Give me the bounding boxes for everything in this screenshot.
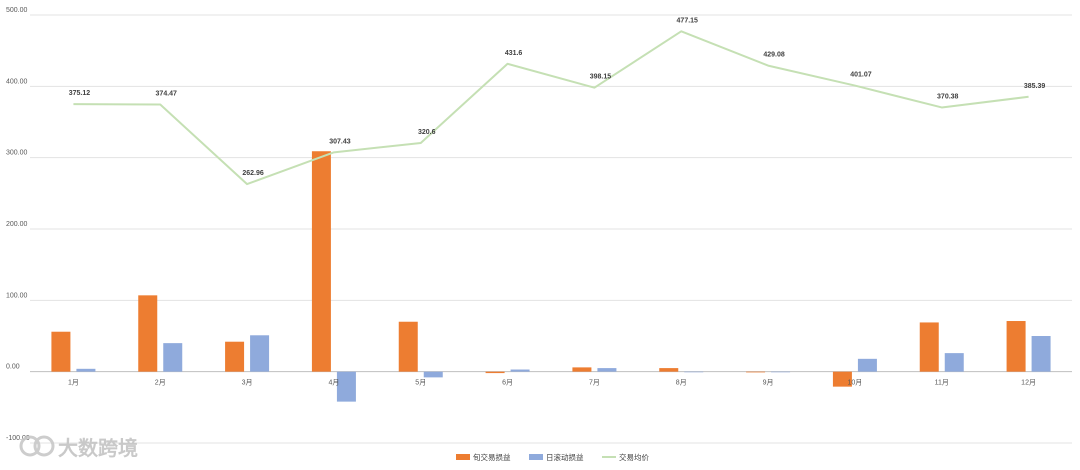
bar <box>398 321 418 372</box>
price-line: 375.12 374.47 262.96 307.43 320.6 431.6 398.15… <box>69 17 1046 186</box>
y-tick-label: 0.00 <box>6 364 20 371</box>
data-label: 375.12 <box>69 90 91 97</box>
y-tick-label: 400.00 <box>6 78 28 85</box>
x-tick-label: 12月 <box>1021 379 1036 387</box>
x-tick-label: 10月 <box>848 379 863 387</box>
bar <box>76 368 96 372</box>
x-tick-label: 6月 <box>502 379 513 387</box>
data-label: 477.15 <box>677 17 699 24</box>
bar <box>336 371 356 402</box>
x-tick-label: 9月 <box>763 379 774 387</box>
bar <box>597 368 617 372</box>
data-label: 385.39 <box>1024 83 1046 90</box>
series-line <box>73 30 1029 186</box>
bar <box>510 369 530 372</box>
data-label: 307.43 <box>329 138 351 145</box>
bar <box>423 371 443 378</box>
watermark-text: 大数跨境 <box>58 436 138 460</box>
x-tick-label: 3月 <box>242 379 253 387</box>
data-label: 262.96 <box>242 170 264 177</box>
bar <box>684 371 704 373</box>
x-tick-label: 4月 <box>328 379 339 387</box>
data-label: 320.6 <box>418 129 436 136</box>
bar <box>250 335 270 372</box>
bar <box>944 353 964 372</box>
watermark: 大数跨境 <box>19 435 138 460</box>
legend-label: 旬交易损益 <box>473 452 511 462</box>
legend-swatch <box>456 454 470 460</box>
bar <box>919 322 939 372</box>
bar <box>225 341 245 372</box>
bar <box>857 358 877 372</box>
bar <box>51 331 71 372</box>
x-tick-label: 1月 <box>68 379 79 387</box>
data-label: 431.6 <box>505 50 523 57</box>
legend-label: 交易均价 <box>619 452 649 462</box>
data-label: 401.07 <box>850 72 872 79</box>
y-tick-label: 200.00 <box>6 221 28 228</box>
bar <box>771 371 791 373</box>
legend-label: 日滚动损益 <box>546 452 584 462</box>
x-tick-label: 5月 <box>415 379 426 387</box>
x-axis-ticks: 1月 2月 3月 4月 5月 6月 7月 8月 9月 10月 11月 12月 <box>68 379 1036 387</box>
bar <box>832 371 852 387</box>
x-tick-label: 8月 <box>676 379 687 387</box>
x-tick-label: 2月 <box>155 379 166 387</box>
bar <box>138 295 158 372</box>
data-label: 398.15 <box>590 74 612 81</box>
bar <box>746 371 766 373</box>
bar <box>485 371 505 374</box>
x-tick-label: 11月 <box>935 379 949 387</box>
legend: 旬交易损益 日滚动损益 交易均价 <box>456 452 649 462</box>
gridlines <box>30 14 1072 444</box>
bar <box>572 367 592 372</box>
bar <box>1006 321 1026 372</box>
x-tick-label: 7月 <box>589 379 600 387</box>
bar <box>163 343 183 372</box>
y-tick-label: 500.00 <box>6 7 28 14</box>
y-tick-label: 100.00 <box>6 292 28 299</box>
legend-swatch <box>529 454 543 460</box>
data-label: 374.47 <box>156 91 178 98</box>
watermark-logo-icon <box>19 435 55 457</box>
data-label: 429.08 <box>763 52 785 59</box>
y-tick-label: 300.00 <box>6 150 28 157</box>
data-label: 370.38 <box>937 93 959 100</box>
y-axis-ticks: -100.00 0.00 100.00 200.00 300.00 400.00 500.0… <box>6 7 30 442</box>
bar <box>659 368 679 372</box>
y-tick-label: -100.00 <box>6 435 30 442</box>
bars <box>51 151 1051 402</box>
bar <box>1031 336 1051 372</box>
bar <box>311 151 331 372</box>
